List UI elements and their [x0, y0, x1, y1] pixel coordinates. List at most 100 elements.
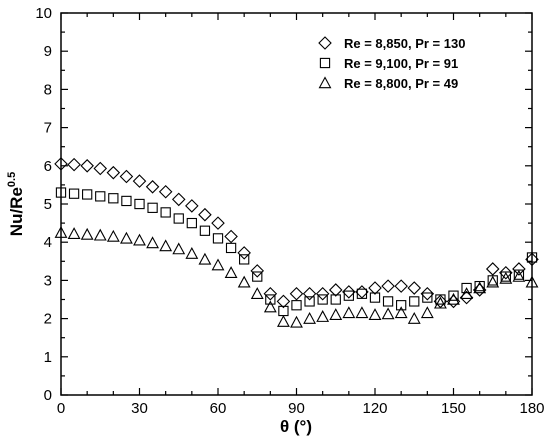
data-point-triangle [119, 231, 133, 244]
data-point-diamond [145, 180, 160, 194]
data-point-square [212, 233, 224, 244]
data-point-diamond [80, 159, 94, 173]
x-tick-label: 90 [288, 400, 305, 417]
data-point-square [396, 300, 407, 311]
data-point-square [239, 254, 250, 265]
data-point-diamond [54, 157, 68, 171]
legend-entry: Re = 9,100, Pr = 91 [319, 56, 458, 71]
data-point-triangle [407, 311, 421, 324]
data-point-diamond [171, 192, 186, 207]
data-point-triangle [237, 275, 251, 288]
data-point-diamond [315, 286, 330, 301]
data-point-triangle [303, 311, 317, 324]
data-point-diamond [525, 252, 539, 267]
data-point-square [199, 225, 211, 236]
data-point-triangle [394, 306, 408, 319]
data-point-diamond [289, 286, 304, 301]
data-point-triangle [146, 236, 160, 249]
data-point-diamond [198, 207, 212, 222]
data-point-triangle [512, 269, 526, 282]
data-point-square [186, 217, 197, 229]
data-point-square [173, 213, 184, 224]
data-point-triangle [159, 239, 173, 252]
legend-label: Re = 8,800, Pr = 49 [344, 76, 458, 91]
data-point-triangle [224, 266, 238, 278]
data-point-triangle [211, 258, 225, 271]
data-point-diamond [250, 264, 265, 278]
data-point-diamond [67, 157, 81, 172]
data-markers [54, 157, 539, 328]
data-point-square [134, 198, 145, 210]
data-point-triangle [93, 228, 107, 241]
data-point-triangle [250, 287, 264, 299]
y-axis-title-superscript: 0.5 [6, 172, 18, 187]
data-point-triangle [80, 227, 94, 240]
data-point-square [82, 189, 93, 200]
data-point-diamond [368, 281, 382, 295]
data-point-diamond [224, 229, 238, 244]
data-point-triangle [185, 247, 199, 259]
data-point-square [147, 202, 158, 213]
data-point-triangle [460, 287, 474, 299]
data-point-triangle [355, 306, 369, 319]
axis-ticks [60, 12, 533, 396]
y-tick-label: 3 [44, 272, 52, 289]
data-point-square [448, 290, 459, 301]
data-point-diamond [342, 285, 356, 299]
data-point-diamond [459, 290, 474, 305]
y-tick-label: 9 [44, 43, 52, 60]
data-point-triangle [106, 229, 120, 242]
y-tick-label: 5 [44, 196, 52, 213]
y-tick-label: 0 [44, 387, 52, 404]
data-point-diamond [446, 294, 461, 309]
data-point-square [252, 271, 263, 282]
data-point-triangle [263, 300, 277, 313]
data-point-diamond [93, 161, 108, 176]
data-point-square [304, 296, 315, 307]
data-point-square [55, 187, 67, 198]
data-point-square [382, 296, 394, 307]
data-point-square [95, 191, 106, 202]
data-point-triangle [316, 310, 330, 322]
legend: Re = 8,850, Pr = 130 Re = 9,100, Pr = 91 R… [318, 36, 465, 91]
x-tick-label: 0 [57, 400, 65, 417]
data-point-diamond [185, 199, 199, 213]
data-point-triangle [342, 306, 356, 319]
legend-entry: Re = 8,800, Pr = 49 [318, 76, 458, 91]
data-point-square [356, 288, 368, 299]
data-point-triangle [486, 275, 500, 288]
data-point-square [160, 207, 171, 218]
series-1 [54, 157, 539, 309]
data-point-triangle [420, 306, 434, 319]
data-point-diamond [211, 216, 225, 230]
data-point-triangle [54, 225, 68, 238]
data-point-square [291, 300, 302, 311]
data-point-triangle [198, 252, 212, 265]
data-point-triangle [329, 308, 343, 321]
y-tick-label: 6 [44, 158, 52, 175]
legend-label: Re = 8,850, Pr = 130 [344, 36, 465, 51]
data-point-triangle [473, 281, 487, 294]
x-tick-label: 120 [362, 400, 387, 417]
data-point-diamond [106, 165, 121, 180]
data-point-triangle [525, 275, 539, 288]
data-point-triangle [67, 227, 81, 240]
plot-frame [60, 12, 533, 396]
data-point-square [225, 242, 237, 254]
data-point-square [526, 252, 538, 263]
x-tick-label: 150 [441, 400, 466, 417]
x-tick-label: 180 [519, 400, 544, 417]
data-point-triangle [133, 233, 146, 246]
legend-marker-square [319, 57, 331, 69]
data-point-square [108, 193, 119, 204]
legend-entry: Re = 8,850, Pr = 130 [318, 36, 465, 51]
data-point-square [265, 294, 276, 305]
series-3 [54, 225, 539, 328]
data-point-diamond [132, 174, 147, 188]
y-axis-title-main: Nu/Re [7, 187, 26, 236]
data-point-square [68, 188, 80, 199]
data-point-triangle [276, 314, 290, 327]
data-point-square [409, 296, 420, 307]
data-point-square [343, 290, 354, 301]
